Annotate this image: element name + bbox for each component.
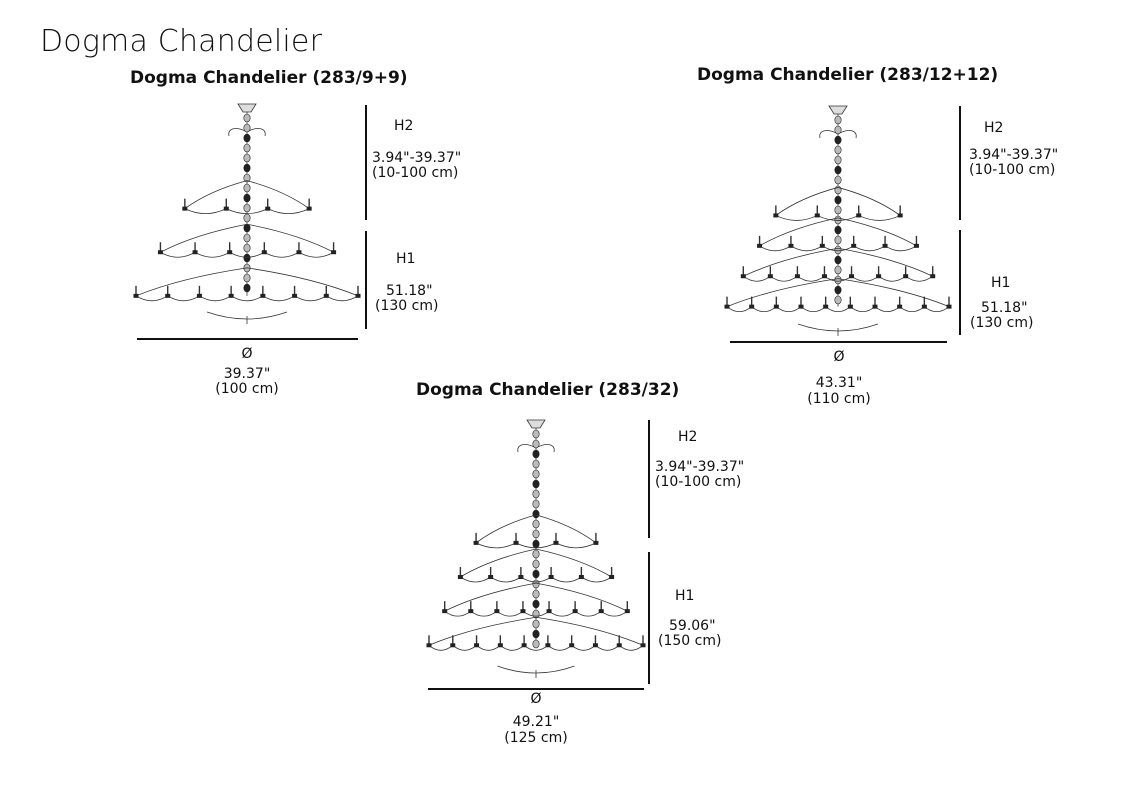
- h2-label: H2: [394, 118, 414, 134]
- h1-value: 59.06": [669, 618, 716, 634]
- diameter-value: 39.37": [223, 366, 271, 382]
- h2-value: 3.94"-39.37": [372, 150, 462, 166]
- diameter-value: 49.21": [512, 714, 560, 730]
- h1-dimension-line: [365, 231, 367, 329]
- diameter-symbol: Ø: [833, 349, 845, 365]
- diameter-metric: (125 cm): [504, 730, 568, 746]
- h2-label: H2: [678, 429, 698, 445]
- h2-metric: (10-100 cm): [372, 165, 459, 181]
- diameter-symbol: Ø: [241, 346, 253, 362]
- h1-value: 51.18": [981, 300, 1028, 316]
- h2-dimension-line: [648, 420, 650, 538]
- h1-dimension-line: [648, 552, 650, 684]
- h1-metric: (150 cm): [658, 633, 722, 649]
- h1-metric: (130 cm): [375, 298, 439, 314]
- diameter-metric: (100 cm): [215, 381, 279, 397]
- h2-metric: (10-100 cm): [969, 162, 1056, 178]
- h1-label: H1: [991, 275, 1011, 291]
- diameter-dimension-line: [730, 341, 947, 343]
- h1-label: H1: [675, 588, 695, 604]
- diameter-symbol: Ø: [530, 691, 542, 707]
- h2-dimension-line: [959, 106, 961, 220]
- h2-label: H2: [984, 120, 1004, 136]
- model-title: Dogma Chandelier (283/32): [416, 380, 680, 400]
- model-title: Dogma Chandelier (283/12+12): [697, 65, 999, 85]
- h2-value: 3.94"-39.37": [969, 147, 1059, 163]
- h2-dimension-line: [365, 105, 367, 220]
- h1-dimension-line: [959, 230, 961, 335]
- h1-label: H1: [396, 251, 416, 267]
- diameter-dimension-line: [428, 688, 644, 690]
- h1-metric: (130 cm): [970, 315, 1034, 331]
- h2-value: 3.94"-39.37": [655, 459, 745, 475]
- diameter-value: 43.31": [815, 375, 863, 391]
- diameter-dimension-line: [137, 338, 358, 340]
- h2-metric: (10-100 cm): [655, 474, 742, 490]
- diameter-metric: (110 cm): [807, 391, 871, 407]
- h1-value: 51.18": [386, 283, 433, 299]
- page-title: Dogma Chandelier: [40, 24, 323, 59]
- model-title: Dogma Chandelier (283/9+9): [130, 68, 408, 88]
